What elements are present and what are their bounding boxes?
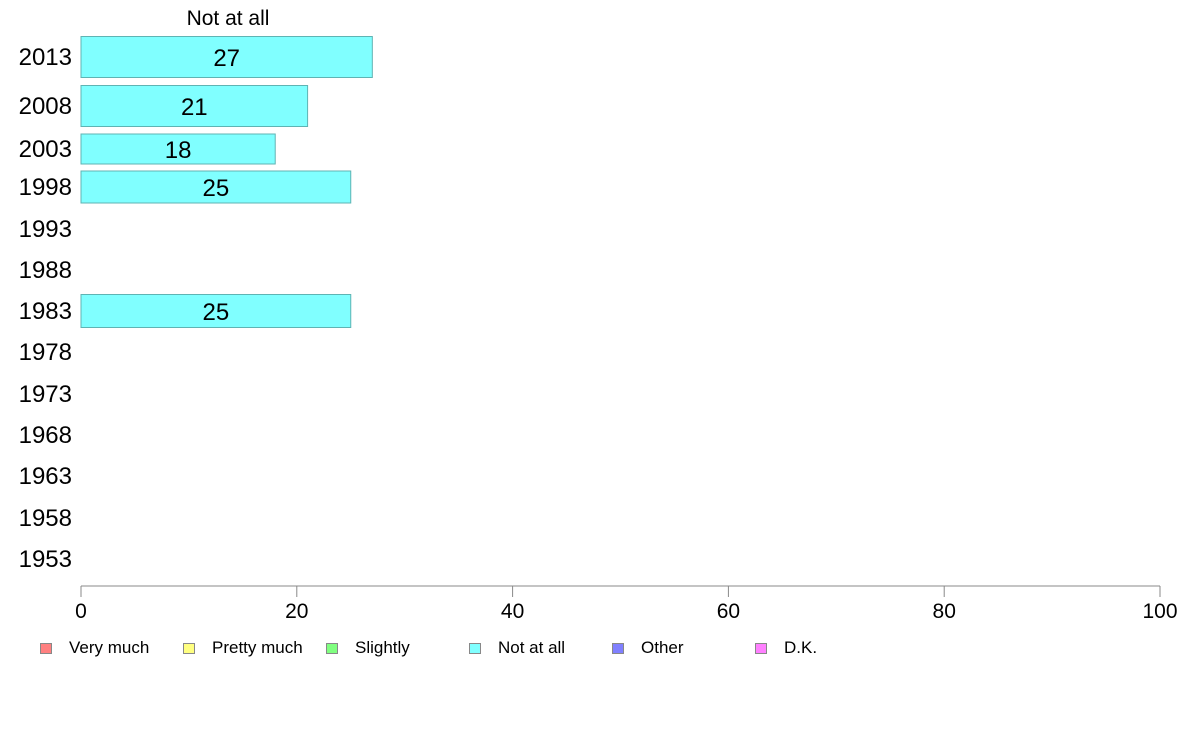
legend-item: Slightly (326, 638, 410, 658)
y-tick-label: 2008 (19, 93, 72, 120)
y-tick-label: 2013 (19, 44, 72, 71)
y-tick-label: 1963 (19, 463, 72, 490)
bar (80, 85, 309, 127)
x-tick-label: 60 (717, 600, 740, 623)
bar-data-label: 25 (203, 299, 230, 326)
y-tick-label: 1988 (19, 257, 72, 284)
legend-label: Pretty much (212, 638, 303, 657)
legend-item: D.K. (755, 638, 817, 658)
y-axis-labels: 2013 2008 2003 1998 1993 1988 1983 1978 1973 1968… (19, 44, 72, 573)
bar (80, 170, 352, 204)
legend-label: Not at all (498, 638, 566, 657)
legend-swatch (326, 642, 338, 654)
legend-swatch (183, 642, 195, 654)
legend-swatch (40, 642, 52, 654)
legend-label: D.K. (784, 638, 818, 657)
x-tick-label: 80 (933, 600, 956, 623)
y-tick-label: 1973 (19, 381, 72, 408)
bar-data-label: 18 (165, 137, 192, 164)
bar-data-label: 25 (203, 175, 230, 202)
chart-title: Not at all (187, 7, 270, 30)
legend-swatch (469, 642, 481, 654)
legend-swatch (755, 642, 767, 654)
x-axis: 0 20 40 60 80 100 (75, 585, 1178, 623)
x-tick-label: 0 (75, 600, 87, 623)
y-tick-label: 1968 (19, 422, 72, 449)
legend-label: Slightly (355, 638, 410, 657)
y-tick-label: 1993 (19, 216, 72, 243)
x-tick-label: 100 (1142, 600, 1177, 623)
x-tick-label: 40 (501, 600, 524, 623)
bar-data-label: 27 (213, 45, 240, 72)
bar (80, 294, 352, 328)
legend-swatch (612, 642, 624, 654)
y-tick-label: 1953 (19, 546, 72, 573)
legend-label: Other (641, 638, 684, 657)
bar (80, 36, 373, 78)
y-tick-label: 1998 (19, 174, 72, 201)
bar-data-label: 21 (181, 94, 208, 121)
legend: Very much Pretty much Slightly Not at all Ot… (40, 638, 1140, 662)
y-tick-label: 1978 (19, 339, 72, 366)
y-tick-label: 1983 (19, 298, 72, 325)
y-tick-label: 1958 (19, 505, 72, 532)
legend-item: Very much (40, 638, 149, 658)
x-tick-label: 20 (285, 600, 308, 623)
legend-item: Not at all (469, 638, 565, 658)
y-tick-label: 2003 (19, 136, 72, 163)
legend-item: Other (612, 638, 684, 658)
bar (80, 133, 276, 165)
legend-label: Very much (69, 638, 150, 657)
legend-item: Pretty much (183, 638, 303, 658)
